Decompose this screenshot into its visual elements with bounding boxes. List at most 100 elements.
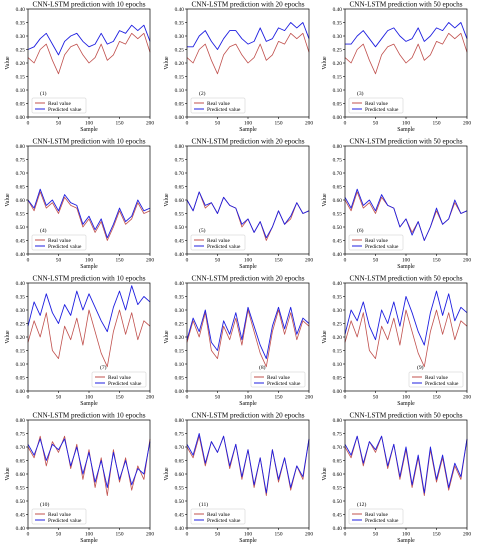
y-tick-label: 0.60 [16,472,26,478]
x-tick-label: 200 [463,532,471,538]
chart-panel-5: CNN-LSTM prediction with 20 epochs 0 50 100… [164,138,313,271]
y-tick-label: 0.00 [16,115,26,121]
panel-label: (9) [417,364,424,371]
legend-label: Predicted value [267,381,301,387]
chart-title: CNN-LSTM prediction with 10 epochs [33,412,146,420]
y-tick-label: 0.25 [175,321,185,327]
panel-label: (6) [357,227,364,234]
y-tick-label: 0.55 [175,485,185,491]
y-tick-label: 0.80 [175,144,185,150]
y-axis-label: Value [164,193,170,207]
x-tick-label: 0 [27,532,30,538]
panel-label: (11) [199,501,208,508]
chart-title: CNN-LSTM prediction with 10 epochs [33,275,146,283]
x-tick-label: 150 [115,258,123,264]
y-tick-label: 0.40 [175,252,185,258]
y-tick-label: 0.55 [16,211,26,217]
x-tick-label: 100 [402,258,410,264]
y-tick-label: 0.40 [333,252,343,258]
series-line-real-value [27,191,151,241]
legend-label: Real value [207,101,231,107]
legend-label: Predicted value [48,518,82,524]
panel-label: (2) [199,90,206,97]
panel-label: (7) [100,364,107,371]
series-line-predicted-value [345,22,468,48]
x-tick-label: 100 [402,395,410,401]
y-tick-label: 0.05 [175,101,185,107]
legend-label: Real value [425,375,449,381]
x-tick-label: 0 [27,258,30,264]
series-line-predicted-value [27,188,151,239]
legend-label: Real value [207,512,231,518]
panel-label: (5) [199,227,206,234]
y-tick-label: 0.50 [333,499,343,505]
legend-label: Real value [267,375,291,381]
x-tick-label: 150 [274,532,282,538]
chart-panel-4: CNN-LSTM prediction with 10 epochs 0 50 100… [5,138,154,271]
chart-panel-6: CNN-LSTM prediction with 50 epochs 0 50 100… [322,138,471,271]
y-tick-label: 0.55 [175,211,185,217]
x-tick-label: 200 [305,532,313,538]
y-tick-label: 0.30 [175,308,185,314]
legend-box [31,97,87,114]
y-tick-label: 0.30 [175,34,185,40]
x-tick-label: 0 [186,532,189,538]
y-tick-label: 0.80 [16,418,26,424]
series-line-predicted-value [186,306,310,360]
y-tick-label: 0.50 [175,499,185,505]
x-axis-label: Sample [239,538,257,544]
y-tick-label: 0.40 [16,252,26,258]
x-tick-label: 50 [373,532,379,538]
x-tick-label: 50 [215,395,221,401]
x-tick-label: 100 [85,395,93,401]
y-tick-label: 0.30 [16,34,26,40]
chart-panel-12: CNN-LSTM prediction with 50 epochs 0 50 100… [322,412,471,545]
x-tick-label: 0 [186,121,189,127]
legend-box [31,508,87,525]
y-tick-label: 0.25 [175,47,185,53]
y-tick-label: 0.10 [175,362,185,368]
y-axis-label: Value [164,467,170,481]
y-tick-label: 0.75 [333,431,343,437]
series-line-predicted-value [344,188,468,241]
y-axis-label: Value [322,330,328,344]
y-tick-label: 0.20 [175,335,185,341]
legend-label: Predicted value [108,381,142,387]
x-tick-label: 200 [305,121,313,127]
x-tick-label: 50 [56,258,62,264]
legend-label: Real value [365,512,389,518]
series-line-real-value [27,32,151,75]
legend-label: Predicted value [425,381,459,387]
legend-label: Predicted value [207,244,241,250]
series-line-predicted-value [344,435,468,494]
y-tick-label: 0.65 [333,184,343,190]
chart-panel-3: CNN-LSTM prediction with 50 epochs 0 50 100… [322,1,471,134]
y-tick-label: 0.15 [175,348,185,354]
chart-title: CNN-LSTM prediction with 20 epochs [192,412,305,420]
x-tick-label: 150 [115,395,123,401]
x-tick-label: 200 [463,121,471,127]
legend-box [91,371,147,388]
chart-title: CNN-LSTM prediction with 50 epochs [350,412,463,420]
y-tick-label: 0.15 [16,348,26,354]
x-tick-label: 50 [215,532,221,538]
x-tick-label: 100 [244,532,252,538]
x-tick-label: 150 [432,532,440,538]
series-line-real-value [27,435,151,497]
x-axis-label: Sample [239,127,257,133]
y-tick-label: 0.45 [16,512,26,518]
x-tick-label: 200 [305,258,313,264]
chart-title: CNN-LSTM prediction with 50 epochs [350,275,463,283]
chart-title: CNN-LSTM prediction with 50 epochs [350,1,463,9]
y-tick-label: 0.25 [333,47,343,53]
y-tick-label: 0.75 [333,157,343,163]
y-tick-label: 0.15 [16,74,26,80]
y-tick-label: 0.60 [175,472,185,478]
y-axis-label: Value [5,467,11,481]
